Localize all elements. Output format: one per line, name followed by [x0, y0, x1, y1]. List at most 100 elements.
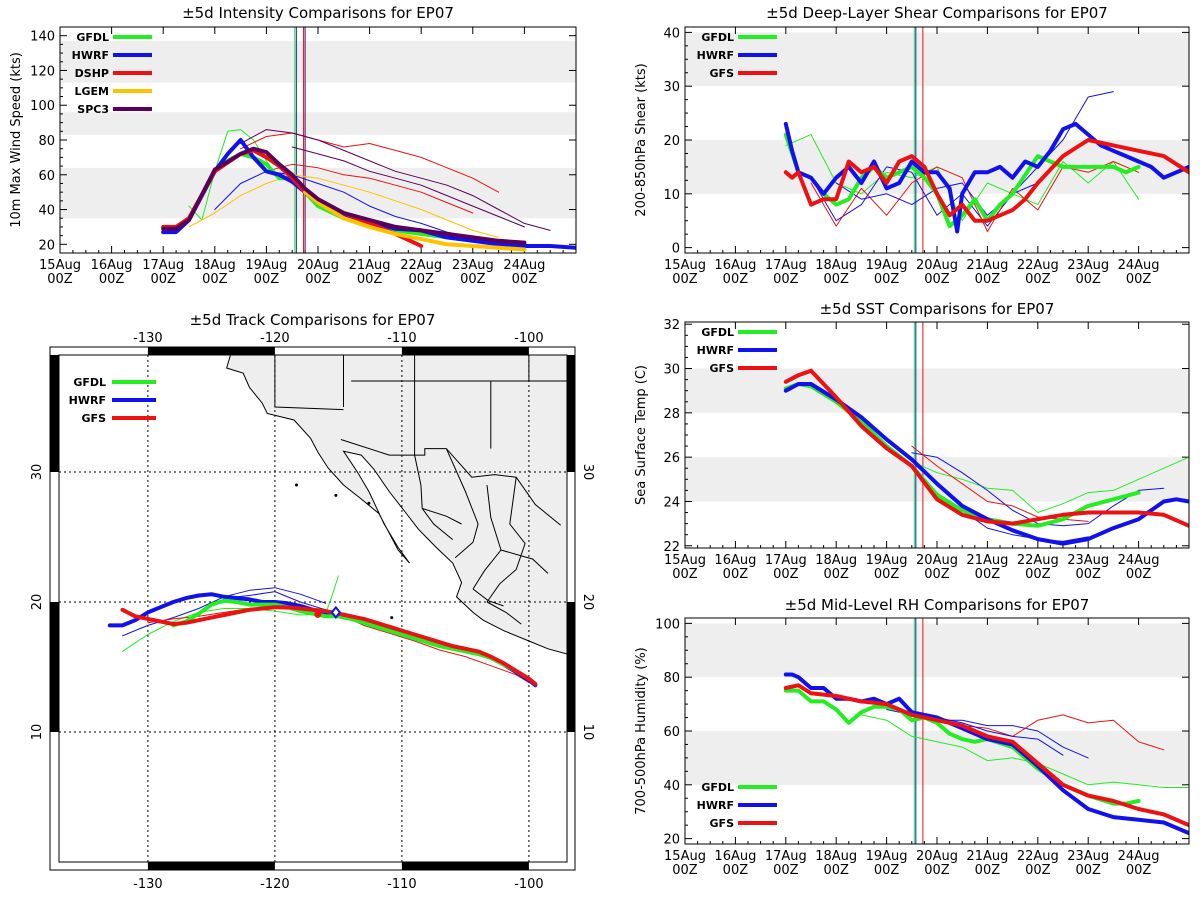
rh-panel: ±5d Mid-Level RH Comparisons for EP07 700… [634, 596, 1190, 878]
shaded-band [60, 40, 576, 83]
x-tick-label-hour: 00Z [1126, 272, 1152, 287]
series-line-gfs-member [810, 161, 1140, 232]
track-line-gfdl [171, 598, 531, 681]
y-tick-label: 24 [663, 495, 680, 510]
x-tick-label-hour: 00Z [1075, 567, 1101, 582]
x-tick-label-day: 20Aug [916, 849, 958, 864]
x-tick-label-day: 18Aug [194, 258, 236, 273]
x-tick-label-day: 18Aug [815, 258, 857, 273]
storm-position-diamond [330, 605, 342, 620]
land-mass [225, 354, 568, 655]
series-line-gfs [783, 368, 1189, 528]
y-tick-label: 40 [663, 26, 680, 41]
x-tick-label-hour: 00Z [773, 272, 799, 287]
x-tick-label-day: 24Aug [503, 258, 545, 273]
state-border [445, 448, 479, 559]
y-axis-label: 200-850hPa Shear (kts) [634, 63, 649, 216]
series-group [783, 672, 1189, 836]
legend-label-hwrf: HWRF [697, 49, 734, 62]
x-tick-label-day: 24Aug [1118, 553, 1160, 568]
shear-panel: ±5d Deep-Layer Shear Comparisons for EP0… [634, 4, 1190, 287]
series-line-hwrf-member [911, 452, 1165, 527]
series-line-spc3-member [240, 129, 551, 231]
frame-bar-left [50, 602, 59, 732]
shaded-band [60, 112, 576, 135]
frame-bar-top [147, 347, 275, 355]
chart-title: ±5d SST Comparisons for EP07 [820, 300, 1055, 318]
y-tick-label: 20 [663, 833, 680, 848]
series-line-dshp-member [265, 163, 474, 214]
x-tick-label-day: 15Aug [664, 849, 706, 864]
series-line-hwrf-member [214, 170, 474, 238]
y-tick-label: 30 [663, 363, 680, 378]
chart-title: ±5d Intensity Comparisons for EP07 [182, 4, 454, 22]
x-tick-label-hour: 00Z [975, 567, 1001, 582]
x-tick-label-day: 16Aug [714, 553, 756, 568]
x-tick-label-day: 19Aug [866, 849, 908, 864]
y-tick-label: 80 [663, 671, 680, 686]
x-tick-label-hour: 00Z [1126, 863, 1152, 878]
x-tick-label-hour: 00Z [823, 567, 849, 582]
series-line-hwrf-member [936, 717, 1064, 756]
x-tick-label-day: 20Aug [916, 553, 958, 568]
x-tick-label-day: 17Aug [765, 849, 807, 864]
intensity-panel: ±5d Intensity Comparisons for EP07 10m Ma… [9, 4, 577, 287]
x-tick-label-hour: 00Z [924, 272, 950, 287]
y-tick-label: 40 [663, 779, 680, 794]
x-tick-label-hour: 00Z [1025, 863, 1051, 878]
frame-bar-left [50, 355, 59, 472]
series-line-spc3-member [291, 146, 525, 228]
x-tick-label-day: 22Aug [1017, 553, 1059, 568]
x-tick-label-day: 22Aug [1017, 258, 1059, 273]
state-border [486, 601, 522, 625]
series-line-lgem [303, 190, 527, 252]
x-tick-label-hour: 00Z [672, 272, 698, 287]
series-line-gfdl-member [860, 714, 1189, 788]
legend-label-gfs: GFS [82, 412, 107, 425]
legend-label-lgem: LGEM [75, 85, 110, 98]
legend-label-gfs: GFS [710, 817, 735, 830]
island [367, 501, 371, 505]
y-tick-label: 120 [30, 64, 55, 79]
series-line-gfdl-member [785, 134, 1140, 222]
plot-frame [684, 26, 1190, 254]
latitude-label-right: 20 [580, 594, 595, 611]
y-tick-label: 60 [38, 169, 55, 184]
x-tick-label-day: 24Aug [1118, 849, 1160, 864]
latitude-label-right: 30 [580, 464, 595, 481]
y-tick-label: 140 [30, 30, 55, 45]
longitude-label-bottom: -100 [514, 877, 544, 892]
frame-bar-top [401, 347, 529, 355]
x-tick-label-hour: 00Z [874, 863, 900, 878]
x-tick-label-hour: 00Z [975, 272, 1001, 287]
x-tick-label-hour: 00Z [1075, 863, 1101, 878]
shaded-band [685, 623, 1189, 678]
x-tick-label-day: 15Aug [39, 258, 81, 273]
frame-bar-right [567, 355, 575, 472]
x-tick-label-hour: 00Z [723, 272, 749, 287]
x-tick-label-hour: 00Z [1075, 272, 1101, 287]
track-line-hwrf-member [223, 591, 327, 611]
state-border [472, 588, 504, 607]
x-tick-label-day: 21Aug [966, 258, 1008, 273]
y-tick-label: 30 [663, 80, 680, 95]
y-axis-label: Sea Surface Temp (C) [634, 365, 649, 505]
x-tick-label-day: 21Aug [966, 849, 1008, 864]
x-tick-label-hour: 00Z [408, 272, 434, 287]
x-tick-label-day: 24Aug [1118, 258, 1160, 273]
x-tick-label-day: 15Aug [664, 258, 706, 273]
x-tick-label-day: 17Aug [142, 258, 184, 273]
island [334, 493, 338, 497]
longitude-label-top: -120 [260, 331, 290, 346]
series-line-dshp-member [240, 132, 500, 193]
x-tick-label-hour: 00Z [357, 272, 383, 287]
state-border [422, 507, 462, 525]
x-tick-label-hour: 00Z [1025, 272, 1051, 287]
longitude-label-top: -110 [387, 331, 417, 346]
plot-frame [59, 26, 577, 254]
x-tick-label-hour: 00Z [823, 863, 849, 878]
y-tick-label: 20 [38, 238, 55, 253]
state-border [500, 549, 549, 574]
y-axis-label: 700-500hPa Humidity (%) [634, 647, 649, 814]
